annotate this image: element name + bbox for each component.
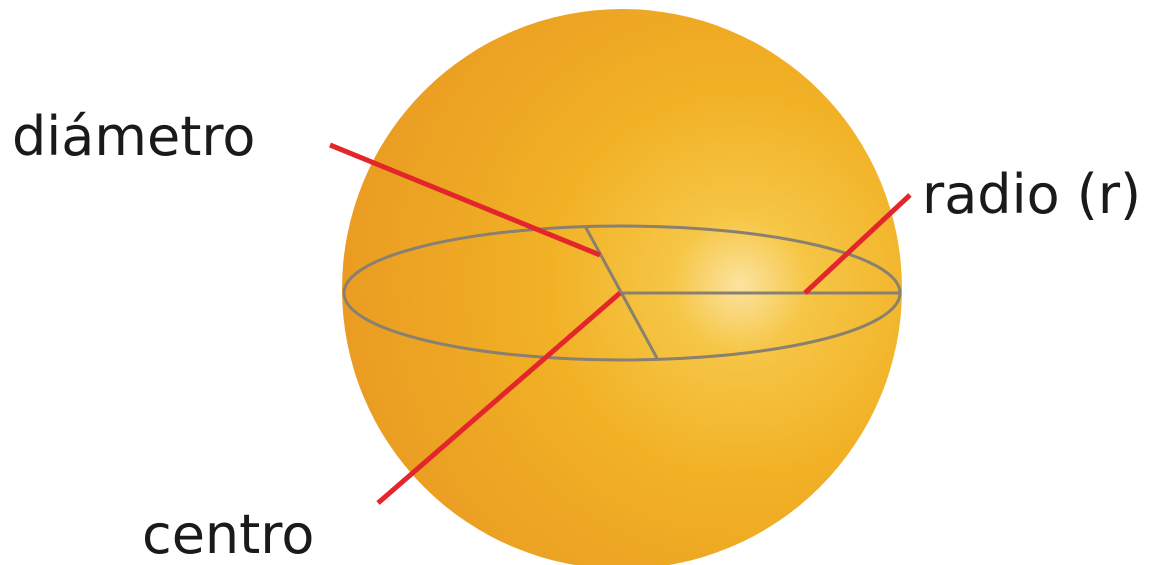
diameter-pointer: [329, 142, 601, 258]
radius-pointer: [803, 193, 912, 295]
center-pointer: [376, 291, 622, 505]
radius-label: radio (r): [922, 163, 1141, 226]
diameter-label: diámetro: [12, 105, 255, 168]
diameter-line: [583, 225, 660, 361]
center-label: centro: [142, 503, 314, 565]
sphere: [342, 9, 902, 565]
